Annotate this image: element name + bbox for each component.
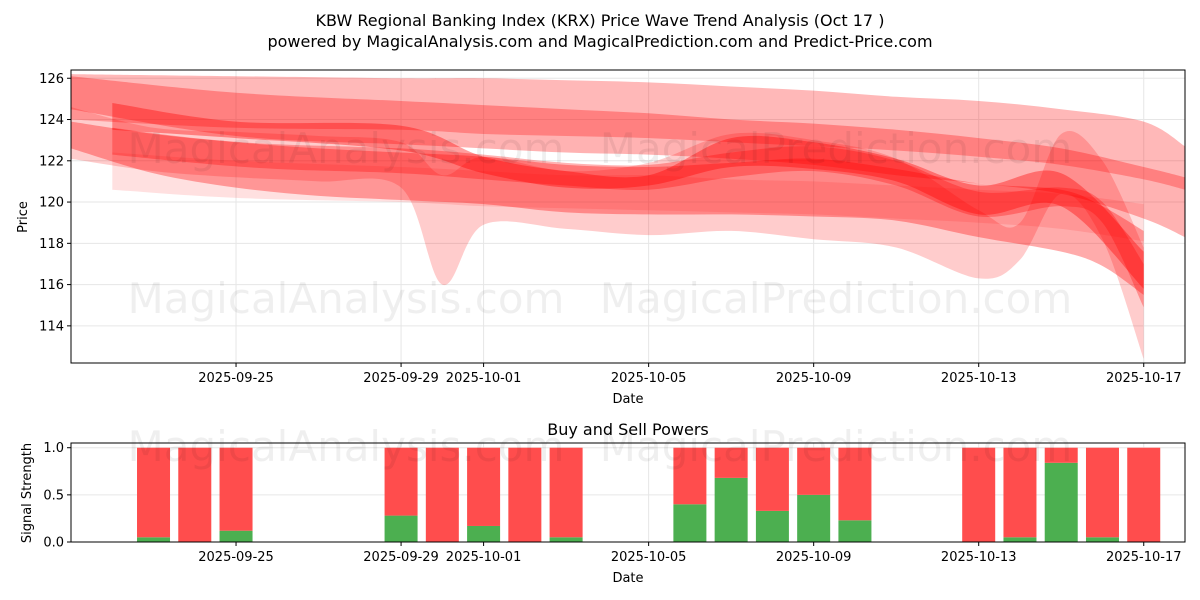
buy-bar (1085, 537, 1119, 542)
buy-bar (714, 477, 748, 542)
x-tick-label: 2025-10-09 (776, 371, 852, 386)
price-wave-bands (71, 74, 1185, 359)
price-wave-chart: MagicalAnalysis.com MagicalPrediction.co… (16, 69, 1186, 407)
buy-bar (673, 504, 707, 542)
y-tick-label: 116 (39, 278, 64, 293)
wave-band (112, 152, 1144, 242)
chart-subtitle: powered by MagicalAnalysis.com and Magic… (267, 32, 932, 51)
x-tick-label: 2025-10-01 (446, 371, 522, 386)
price-plot-frame (70, 69, 1186, 364)
watermark-analysis-top: MagicalAnalysis.com (128, 124, 565, 173)
watermark-prediction-bottom: MagicalPrediction.com (600, 422, 1073, 471)
buy-bar (219, 530, 253, 542)
x-tick-label: 2025-10-09 (776, 550, 852, 565)
buy-sell-plot-frame (70, 442, 1186, 543)
sell-bar (1003, 447, 1037, 538)
chart-title: KBW Regional Banking Index (KRX) Price W… (316, 11, 885, 30)
x-tick-label: 2025-10-05 (611, 550, 687, 565)
sell-bar (178, 447, 212, 542)
buy-sell-y-axis: 0.0 0.5 1.0 (43, 441, 71, 551)
buy-bar (549, 537, 583, 542)
x-tick-label: 2025-09-29 (363, 550, 439, 565)
wave-band (71, 121, 1144, 295)
price-y-axis-label: Price (16, 201, 31, 233)
x-tick-label: 2025-09-25 (198, 550, 274, 565)
sell-bar (962, 447, 996, 542)
watermark-analysis-mid: MagicalAnalysis.com (128, 274, 565, 323)
sell-bar (549, 447, 583, 538)
buy-sell-x-axis: 2025-09-25 2025-09-29 2025-10-01 2025-10-05… (198, 542, 1182, 565)
x-tick-label: 2025-09-25 (198, 371, 274, 386)
x-tick-label: 2025-10-17 (1106, 371, 1182, 386)
x-tick-label: 2025-10-13 (941, 371, 1017, 386)
wave-band (71, 107, 1144, 359)
buy-bar (1003, 537, 1037, 542)
wave-band (71, 74, 1185, 190)
sell-bar (384, 447, 418, 516)
sell-bar (467, 447, 501, 526)
sell-bar (219, 447, 253, 531)
sell-bar (673, 447, 707, 505)
y-tick-label: 118 (39, 237, 64, 252)
y-tick-label: 126 (39, 72, 64, 87)
watermark-analysis-bottom: MagicalAnalysis.com (128, 422, 565, 471)
y-tick-label: 114 (39, 319, 64, 334)
buy-sell-chart: Buy and Sell Powers MagicalAnalysis.com … (20, 420, 1186, 586)
y-tick-label: 122 (39, 154, 64, 169)
x-tick-label: 2025-10-17 (1106, 550, 1182, 565)
sell-bar (1044, 447, 1078, 463)
buy-sell-y-axis-label: Signal Strength (20, 443, 35, 543)
buy-bar (467, 525, 501, 542)
y-tick-label: 124 (39, 113, 64, 128)
sell-bar (838, 447, 872, 521)
sell-bar (1127, 447, 1161, 542)
sell-bar (714, 447, 748, 478)
x-tick-label: 2025-10-13 (941, 550, 1017, 565)
wave-band (112, 127, 1144, 308)
sell-bar (137, 447, 171, 538)
buy-bar (797, 494, 831, 542)
watermark-prediction-mid: MagicalPrediction.com (600, 274, 1073, 323)
price-y-axis: 114 116 118 120 122 124 126 (39, 72, 71, 334)
buy-bar (755, 510, 789, 542)
buy-bar (838, 520, 872, 542)
wave-band (71, 76, 1185, 238)
sell-bar (1085, 447, 1119, 538)
buy-bar (137, 537, 171, 542)
y-tick-label: 120 (39, 196, 64, 211)
x-tick-label: 2025-10-05 (611, 371, 687, 386)
x-tick-label: 2025-09-29 (363, 371, 439, 386)
buy-bar (1044, 462, 1078, 542)
sell-bar (755, 447, 789, 511)
buy-sell-title: Buy and Sell Powers (547, 420, 709, 439)
buy-sell-x-axis-label: Date (612, 571, 643, 586)
y-tick-label: 0.5 (43, 488, 64, 503)
wave-band (112, 103, 1144, 289)
y-tick-label: 0.0 (43, 536, 64, 551)
sell-bar (797, 447, 831, 495)
price-grid (71, 70, 1185, 363)
buy-bar (384, 515, 418, 542)
y-tick-label: 1.0 (43, 441, 64, 456)
buy-sell-bars (137, 447, 1161, 542)
sell-bar (425, 447, 459, 542)
price-x-axis: 2025-09-25 2025-09-29 2025-10-01 2025-10-05… (198, 363, 1182, 386)
x-tick-label: 2025-10-01 (446, 550, 522, 565)
sell-bar (508, 447, 542, 542)
watermark-prediction-top: MagicalPrediction.com (600, 124, 1073, 173)
price-x-axis-label: Date (612, 392, 643, 407)
